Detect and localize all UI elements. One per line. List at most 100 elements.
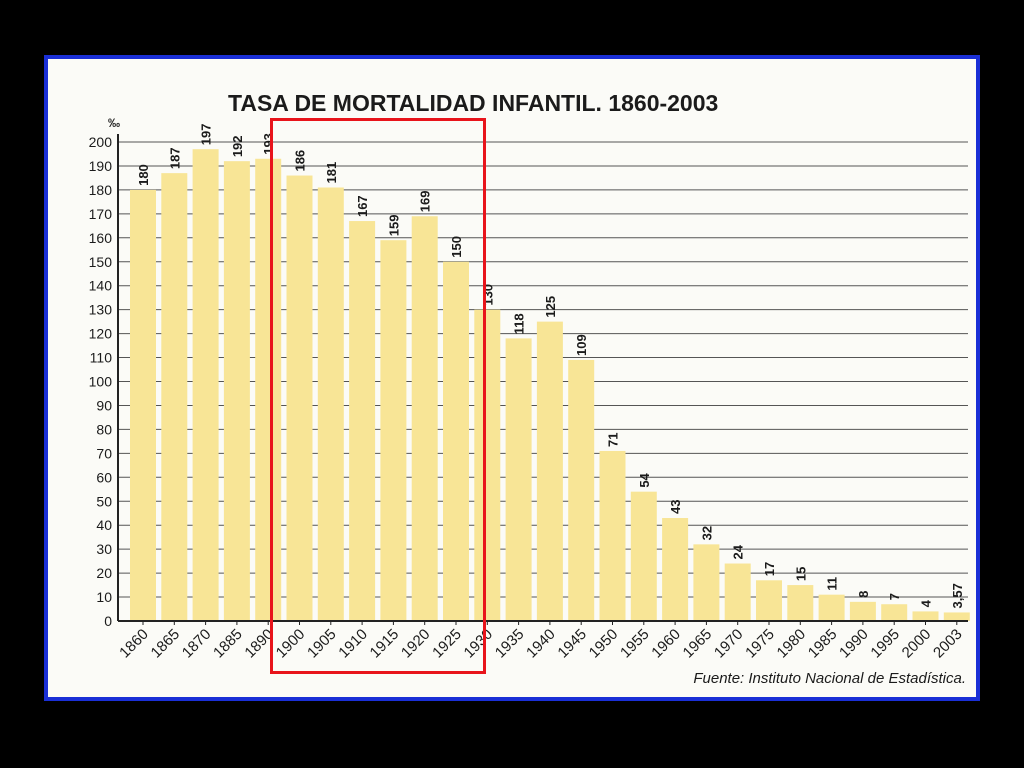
y-tick-label: 110	[90, 350, 113, 366]
bar-1970	[724, 563, 751, 621]
bar-1865	[161, 173, 188, 621]
value-label: 193	[261, 133, 276, 155]
category-label: 1905	[304, 626, 340, 662]
bar-1990	[849, 601, 876, 621]
y-tick-label: 170	[89, 206, 113, 222]
bar-chart: 0 10 20 30 40 50 60 70 80 90 100 110 120 130 140 150 160…	[89, 90, 970, 687]
chart-title: TASA DE MORTALIDAD INFANTIL. 1860-2003	[228, 90, 718, 116]
bar-2003	[943, 612, 970, 621]
y-tick-label: 190	[89, 158, 113, 174]
y-tick-label: 130	[89, 302, 113, 318]
value-label: 150	[449, 236, 464, 258]
category-label: 1960	[648, 626, 684, 662]
bar-1945	[568, 359, 595, 621]
value-label: 180	[136, 164, 151, 186]
category-label: 1870	[179, 626, 215, 662]
value-label: 159	[386, 214, 401, 236]
value-label: 15	[793, 567, 808, 581]
bar-1955	[630, 491, 657, 621]
bar-2000	[912, 611, 939, 621]
y-axis-unit-label: ‰	[108, 116, 120, 130]
chart-frame: 0 10 20 30 40 50 60 70 80 90 100 110 120 130 140 150 160…	[44, 55, 980, 701]
bar-1975	[756, 580, 782, 621]
y-tick-label: 200	[89, 134, 113, 150]
y-tick-label: 50	[96, 493, 112, 509]
value-label: 3,57	[950, 583, 965, 608]
bar-1920	[411, 216, 438, 621]
value-label: 187	[167, 147, 182, 169]
value-label: 130	[480, 284, 495, 306]
value-label: 43	[668, 500, 683, 514]
y-tick-label: 80	[96, 421, 112, 437]
bar-1985	[818, 594, 845, 621]
y-tick-label: 140	[89, 278, 113, 294]
y-tick-label: 90	[96, 397, 112, 413]
category-label: 1860	[116, 626, 152, 662]
category-label: 1910	[335, 626, 371, 662]
category-label: 1865	[148, 626, 184, 662]
value-label: 32	[699, 526, 714, 540]
bar-1965	[693, 544, 720, 621]
category-label: 1945	[554, 626, 590, 662]
category-label: 1920	[398, 626, 434, 662]
bar-1860	[130, 189, 156, 621]
bar-1935	[505, 338, 532, 621]
bar-1960	[662, 518, 689, 621]
value-label: 109	[574, 334, 589, 356]
category-label: 1995	[867, 626, 903, 662]
y-tick-label: 180	[89, 182, 113, 198]
bar-1980	[787, 585, 814, 621]
bar-1905	[317, 187, 344, 621]
category-label: 1915	[367, 626, 403, 662]
value-label: 167	[355, 195, 370, 217]
bar-1890	[255, 158, 282, 621]
value-label: 118	[512, 313, 527, 334]
category-label: 1900	[273, 626, 309, 662]
y-tick-label: 30	[96, 541, 112, 557]
category-label: 1975	[742, 626, 778, 662]
y-tick-label: 70	[96, 445, 112, 461]
value-label: 125	[543, 296, 558, 318]
category-label: 1955	[617, 626, 653, 662]
bar-1950	[599, 450, 626, 621]
category-label: 1925	[429, 626, 465, 662]
value-label: 197	[199, 123, 214, 145]
category-label: 1940	[523, 626, 559, 662]
value-label: 181	[324, 162, 339, 184]
value-label: 169	[418, 191, 433, 213]
category-label: 1930	[461, 626, 497, 662]
y-tick-label: 40	[96, 517, 112, 533]
category-label: 2003	[930, 626, 966, 662]
category-label: 2000	[899, 626, 935, 662]
bar-1885	[223, 161, 250, 621]
category-label: 1970	[711, 626, 747, 662]
bar-1995	[881, 604, 908, 621]
y-tick-label: 10	[96, 589, 112, 605]
y-tick-label: 60	[96, 469, 112, 485]
source-note: Fuente: Instituto Nacional de Estadístic…	[693, 670, 966, 687]
category-label: 1985	[805, 626, 841, 662]
bar-1925	[443, 261, 469, 621]
y-tick-label: 160	[89, 230, 113, 246]
category-label: 1990	[836, 626, 872, 662]
bars	[130, 149, 970, 621]
bar-1910	[349, 221, 376, 621]
bar-1940	[536, 321, 563, 621]
value-label: 4	[919, 599, 934, 607]
y-tick-label: 100	[89, 374, 113, 390]
category-label: 1890	[241, 626, 277, 662]
y-tick-label: 20	[96, 565, 112, 581]
y-tick-label: 150	[89, 254, 113, 270]
category-label: 1980	[774, 626, 810, 662]
bar-1915	[380, 240, 407, 621]
value-label: 192	[230, 135, 245, 157]
value-label: 17	[762, 562, 777, 576]
value-label: 7	[887, 593, 902, 600]
bar-1930	[474, 309, 501, 621]
bar-1870	[192, 149, 219, 621]
value-label: 11	[825, 577, 840, 591]
category-label: 1950	[586, 626, 622, 662]
value-label: 54	[637, 472, 652, 487]
